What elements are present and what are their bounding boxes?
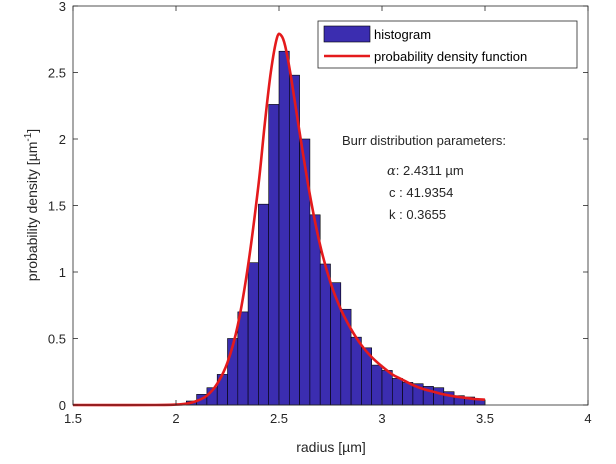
pdf-curve: [72, 32, 486, 407]
legend-histogram-swatch: [323, 25, 371, 43]
histogram-bar-5: [237, 311, 249, 406]
histogram-bar-7: [258, 203, 269, 406]
y-tick-label-1: 0.5: [48, 332, 66, 347]
x-tick-label-1: 2: [172, 411, 179, 426]
alpha-symbol: α: [387, 164, 396, 179]
histogram-bar-18: [371, 364, 383, 406]
y-tick-label-3: 1.5: [48, 199, 66, 214]
alpha-value: : 2.4311 µm: [396, 163, 464, 178]
x-tick-label-4: 3.5: [476, 411, 494, 426]
annotation-c: c : 41.9354: [389, 185, 453, 200]
annotation-alpha: α: 2.4311 µm: [387, 163, 464, 179]
histogram-bar-6: [247, 262, 259, 406]
annotation-k: k : 0.3655: [389, 207, 446, 222]
x-tick-label-0: 1.5: [64, 411, 82, 426]
histogram-bar-20: [391, 378, 403, 406]
y-axis-label: probability density [µm-1]: [23, 129, 40, 281]
y-axis-label-main: probability density [µm: [24, 142, 40, 282]
parameter-annotations: Burr distribution parameters: α: 2.4311 …: [342, 133, 506, 222]
histogram-bar-14: [330, 282, 342, 406]
legend-histogram-label: histogram: [374, 27, 431, 42]
axis-ticks: 1.5 2 2.5 3 3.5 4 0 0.5 1 1.5 2 2.5 3: [48, 0, 592, 426]
legend: histogram probability density function: [317, 20, 578, 69]
x-tick-label-3: 3: [378, 411, 385, 426]
histogram-bar-15: [340, 308, 352, 406]
histogram-bar-19: [381, 370, 393, 406]
y-axis-label-close: ]: [24, 129, 40, 133]
histogram-bar-9: [278, 50, 290, 406]
histogram-bar-16: [350, 336, 362, 406]
y-tick-label-0: 0: [59, 398, 66, 413]
histogram-bar-24: [433, 387, 445, 406]
y-tick-label-5: 2.5: [48, 66, 66, 81]
annotation-title: Burr distribution parameters:: [342, 133, 506, 148]
x-tick-label-2: 2.5: [270, 411, 288, 426]
histogram-bar-8: [268, 104, 280, 406]
histogram-bar-13: [319, 263, 331, 406]
histogram-bar-21: [402, 382, 414, 406]
y-tick-label-4: 2: [59, 132, 66, 147]
y-tick-label-6: 3: [59, 0, 66, 14]
x-tick-label-5: 4: [584, 411, 591, 426]
y-axis-label-superscript: -1: [23, 132, 34, 141]
legend-pdf-label: probability density function: [374, 49, 527, 64]
x-axis-label: radius [µm]: [296, 439, 366, 455]
y-tick-label-2: 1: [59, 265, 66, 280]
